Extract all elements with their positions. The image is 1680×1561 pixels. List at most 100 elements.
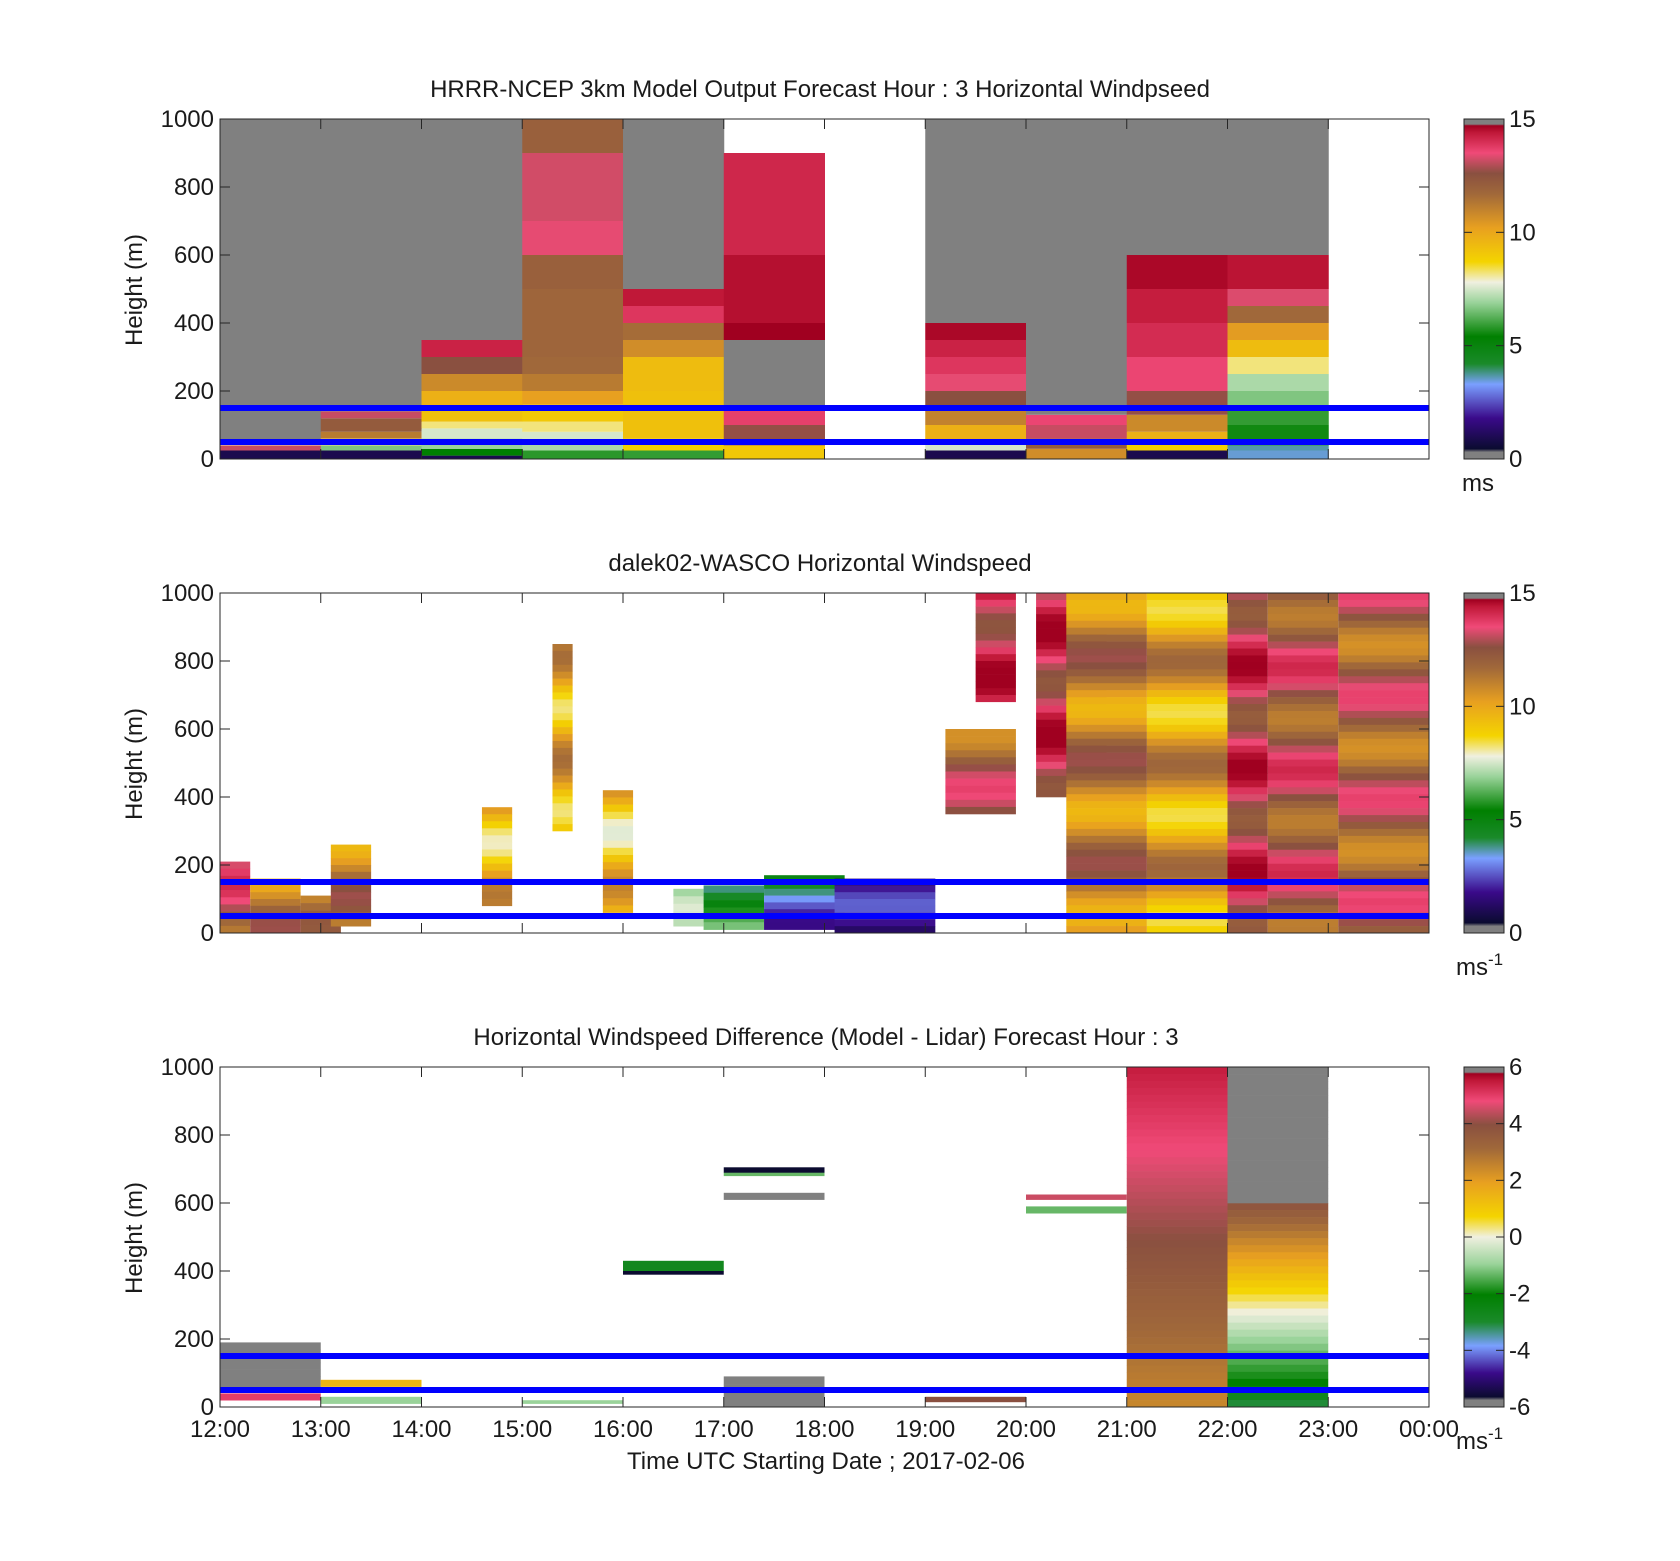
heatmap-cell <box>1227 1308 1329 1316</box>
heatmap-cell <box>1227 1109 1329 1118</box>
model-cell <box>1227 391 1329 408</box>
heatmap-cell <box>250 899 301 907</box>
model-cell <box>1227 306 1329 323</box>
heatmap-cell <box>330 858 372 866</box>
model-cell <box>522 357 624 374</box>
heatmap-cell <box>1066 898 1147 906</box>
heatmap-cell <box>552 740 573 749</box>
heatmap-cell <box>552 768 573 776</box>
heatmap-cell <box>1267 731 1339 740</box>
heatmap-cell <box>1227 1174 1329 1182</box>
heatmap-cell <box>552 692 573 700</box>
model-cell <box>1227 340 1329 357</box>
model-cell <box>522 442 624 451</box>
heatmap-cell <box>1026 1206 1127 1214</box>
reference-lines <box>220 1353 1429 1393</box>
heatmap-cell <box>1338 627 1429 635</box>
heatmap-cell <box>1066 828 1147 837</box>
heatmap-cell <box>1267 669 1339 677</box>
heatmap-cell <box>1338 620 1429 628</box>
heatmap-cell <box>723 1376 825 1385</box>
heatmap-cell <box>1146 606 1228 615</box>
heatmap-cell <box>1126 1219 1228 1227</box>
heatmap-cell <box>1267 641 1339 649</box>
heatmap-cell <box>481 849 513 857</box>
heatmap-cell <box>1126 1309 1228 1318</box>
colorbar-ticks: 0 5 10 15 <box>1464 580 1536 947</box>
heatmap-cell <box>723 1172 825 1177</box>
model-cell <box>925 442 1027 451</box>
heatmap-cell <box>1146 669 1228 677</box>
heatmap-cell <box>1146 828 1228 837</box>
heatmap-cell <box>1146 676 1228 684</box>
heatmap-cell <box>1227 1287 1329 1295</box>
x-tick-label: 14:00 <box>391 1416 451 1443</box>
heatmap-cell <box>1126 1282 1228 1290</box>
heatmap-cell <box>1146 683 1228 691</box>
heatmap-cell <box>1146 634 1228 642</box>
x-tick-label: 19:00 <box>895 1416 955 1443</box>
heatmap-cell <box>1267 648 1339 656</box>
heatmap-cell <box>1267 599 1339 608</box>
heatmap-cell <box>1146 808 1228 816</box>
heatmap-cell <box>975 647 1016 655</box>
heatmap-cell <box>1146 752 1228 760</box>
colorbar-tick-label: 15 <box>1509 580 1536 607</box>
heatmap-cell <box>1267 773 1339 781</box>
heatmap-cell <box>1066 724 1147 733</box>
heatmap-cell <box>602 905 634 913</box>
heatmap-cell <box>1267 655 1339 663</box>
heatmap-cell <box>1338 655 1429 663</box>
heatmap-cell <box>975 674 1016 682</box>
heatmap-cell <box>330 892 372 900</box>
heatmap-cell <box>764 888 845 896</box>
colorbar-tick-label: 0 <box>1509 920 1522 947</box>
heatmap-cell <box>481 898 513 907</box>
heatmap-cell <box>1066 891 1147 899</box>
heatmap-cell <box>1338 606 1429 615</box>
heatmap-cell <box>1066 710 1147 719</box>
heatmap-cell <box>1227 1095 1329 1104</box>
heatmap-cell <box>1338 926 1429 934</box>
heatmap-cell <box>1126 1268 1228 1276</box>
model-cell <box>925 340 1027 357</box>
heatmap-cell <box>481 863 513 871</box>
heatmap-cell <box>975 667 1016 675</box>
heatmap-cell <box>1227 919 1268 927</box>
heatmap-cell <box>1267 919 1339 927</box>
reference-lines <box>220 879 1429 919</box>
heatmap-cell <box>1126 1108 1228 1116</box>
model-cell <box>723 408 825 425</box>
heatmap-cell <box>1146 794 1228 802</box>
model-cell <box>1126 357 1228 391</box>
heatmap-cell <box>1126 1379 1228 1387</box>
model-cell <box>623 357 725 391</box>
heatmap-cell <box>552 810 573 818</box>
model-cell <box>320 411 422 419</box>
heatmap-cell <box>1066 683 1147 691</box>
heatmap-cell <box>1227 662 1268 670</box>
heatmap-cell <box>1338 828 1429 837</box>
heatmap-cell <box>1126 1073 1228 1082</box>
heatmap-cell <box>1227 821 1268 830</box>
heatmap-cell <box>1227 1357 1329 1366</box>
heatmap-cell <box>220 1362 321 1370</box>
heatmap-cell <box>764 909 845 917</box>
heatmap-cell <box>1066 821 1147 830</box>
y-tick-label: 600 <box>174 1190 214 1217</box>
heatmap-cell <box>925 1396 1026 1403</box>
model-cell <box>320 431 422 439</box>
heatmap-cell <box>1066 697 1147 705</box>
heatmap-cell <box>1267 780 1339 788</box>
model-cell <box>1126 391 1228 415</box>
heatmap-cell <box>1227 1364 1329 1373</box>
heatmap-cell <box>1126 1344 1228 1352</box>
heatmap-cell <box>1338 821 1429 830</box>
colorbar <box>1463 592 1505 934</box>
heatmap-cell <box>552 775 573 783</box>
heatmap-cell <box>1267 787 1339 795</box>
heatmap-cell <box>623 1260 724 1272</box>
model-cell <box>421 119 523 340</box>
heatmap-cell <box>1126 1129 1228 1137</box>
x-tick-label: 15:00 <box>492 1416 552 1443</box>
